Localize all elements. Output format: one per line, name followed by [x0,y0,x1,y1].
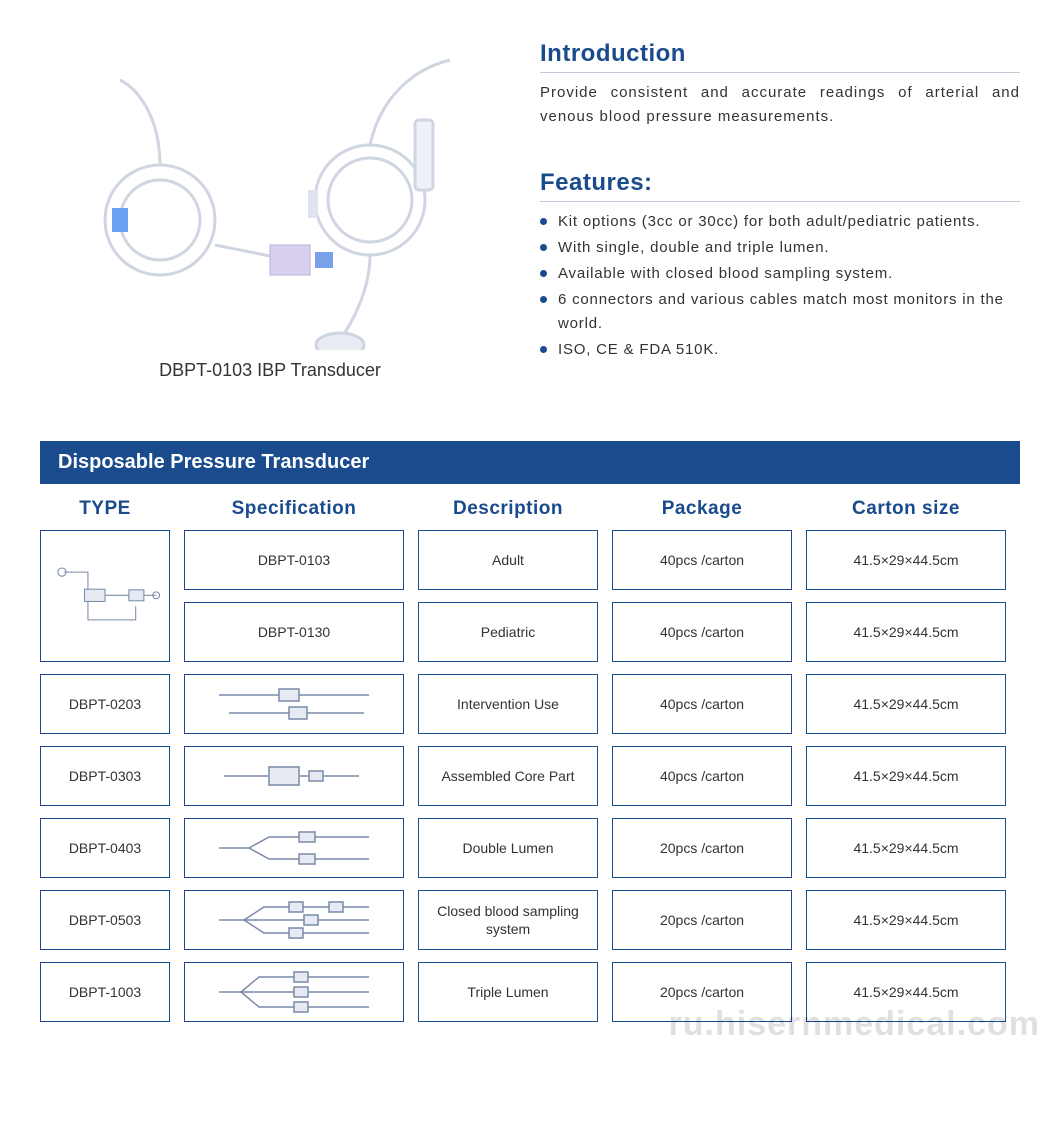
table-merged-group: DBPT-0103 Adult 40pcs /carton [40,530,1020,662]
type-cell: DBPT-0403 [40,818,170,878]
product-caption: DBPT-0103 IBP Transducer [40,360,500,381]
spec-table: Disposable Pressure Transducer TYPE Spec… [40,441,1020,1022]
type-cell: DBPT-0303 [40,746,170,806]
feature-item: Kit options (3cc or 30cc) for both adult… [540,210,1020,234]
spec-cell [184,890,404,950]
table-row: DBPT-0203 Intervention Use 40pcs /carton… [40,674,1020,734]
col-header-package: Package [612,498,792,520]
description-cell: Assembled Core Part [418,746,598,806]
spec-cell [184,962,404,1022]
carton-cell: 41.5×29×44.5cm [806,674,1006,734]
description-cell: Intervention Use [418,674,598,734]
diagram-icon [209,897,379,943]
features-title: Features: [540,169,1020,202]
introduction-title: Introduction [540,40,1020,73]
type-cell: DBPT-0130 [184,602,404,662]
carton-cell: 41.5×29×44.5cm [806,962,1006,1022]
diagram-icon [209,825,379,871]
type-cell: DBPT-0503 [40,890,170,950]
top-section: DBPT-0103 IBP Transducer Introduction Pr… [40,30,1020,381]
table-row: DBPT-0303 Assembled Core Part 40pcs /car… [40,746,1020,806]
introduction-text: Provide consistent and accurate readings… [540,81,1020,129]
feature-item: ISO, CE & FDA 510K. [540,338,1020,362]
product-image-column: DBPT-0103 IBP Transducer [40,30,500,381]
product-image [40,30,460,350]
package-cell: 40pcs /carton [612,746,792,806]
col-header-type: TYPE [40,498,170,520]
diagram-icon [209,681,379,727]
package-cell: 40pcs /carton [612,674,792,734]
carton-cell: 41.5×29×44.5cm [806,890,1006,950]
table-body: DBPT-0103 Adult 40pcs /carton [40,530,1020,1022]
description-cell: Adult [418,530,598,590]
type-cell: DBPT-0203 [40,674,170,734]
description-cell: Triple Lumen [418,962,598,1022]
feature-item: Available with closed blood sampling sys… [540,262,1020,286]
type-cell: DBPT-0103 [184,530,404,590]
diagram-icon [47,541,163,651]
table-banner: Disposable Pressure Transducer [40,441,1020,484]
transducer-icon [40,30,460,350]
package-cell: 20pcs /carton [612,818,792,878]
carton-cell: 41.5×29×44.5cm [806,602,1006,662]
package-cell: 20pcs /carton [612,890,792,950]
col-header-description: Description [418,498,598,520]
feature-item: With single, double and triple lumen. [540,236,1020,260]
spec-cell [40,530,170,662]
description-cell: Double Lumen [418,818,598,878]
type-cell: DBPT-1003 [40,962,170,1022]
table-row: DBPT-0403 Double Lumen 20pcs /carton 41.… [40,818,1020,878]
info-column: Introduction Provide consistent and accu… [540,30,1020,381]
package-cell: 40pcs /carton [612,602,792,662]
carton-cell: 41.5×29×44.5cm [806,530,1006,590]
carton-cell: 41.5×29×44.5cm [806,818,1006,878]
description-cell: Closed blood sampling system [418,890,598,950]
table-row: DBPT-1003 Triple Lumen 20pcs /carton 41.… [40,962,1020,1022]
package-cell: 40pcs /carton [612,530,792,590]
package-cell: 20pcs /carton [612,962,792,1022]
spec-cell [184,746,404,806]
feature-item: 6 connectors and various cables match mo… [540,288,1020,336]
table-header-row: TYPE Specification Description Package C… [40,484,1020,530]
diagram-icon [209,753,379,799]
features-list: Kit options (3cc or 30cc) for both adult… [540,210,1020,362]
table-row: DBPT-0503 Closed blood sampling system 2… [40,890,1020,950]
spec-cell [184,818,404,878]
carton-cell: 41.5×29×44.5cm [806,746,1006,806]
diagram-icon [209,969,379,1015]
col-header-carton: Carton size [806,498,1006,520]
col-header-specification: Specification [184,498,404,520]
spec-cell [184,674,404,734]
description-cell: Pediatric [418,602,598,662]
